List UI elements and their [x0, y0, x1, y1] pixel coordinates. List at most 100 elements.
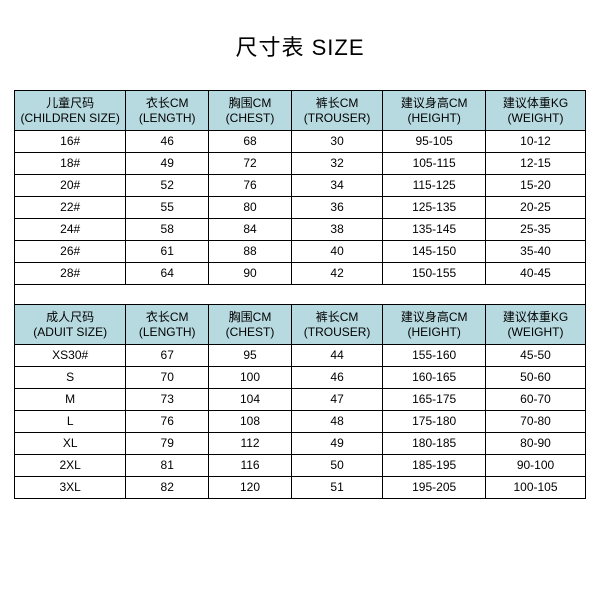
col-header-3: 裤长CM(TROUSER) [291, 305, 382, 345]
adult-cell: 49 [291, 433, 382, 455]
adult-body: XS30#679544155-16045-50S7010046160-16550… [15, 345, 586, 499]
children-cell: 38 [291, 219, 382, 241]
children-cell: 115-125 [383, 175, 486, 197]
children-header-row: 儿童尺码(CHILDREN SIZE)衣长CM(LENGTH)胸围CM(CHES… [15, 91, 586, 131]
adult-cell: L [15, 411, 126, 433]
children-cell: 24# [15, 219, 126, 241]
children-cell: 15-20 [486, 175, 586, 197]
children-cell: 145-150 [383, 241, 486, 263]
adult-cell: 48 [291, 411, 382, 433]
col-header-line2: (HEIGHT) [383, 325, 485, 340]
col-header-line1: 建议身高CM [383, 96, 485, 111]
children-cell: 36 [291, 197, 382, 219]
adult-cell: 180-185 [383, 433, 486, 455]
col-header-line2: (TROUSER) [292, 111, 382, 126]
col-header-line1: 建议身高CM [383, 310, 485, 325]
children-cell: 55 [126, 197, 209, 219]
col-header-0: 成人尺码(ADUIT SIZE) [15, 305, 126, 345]
children-cell: 90 [209, 263, 292, 285]
adult-cell: 108 [209, 411, 292, 433]
adult-row: XL7911249180-18580-90 [15, 433, 586, 455]
children-cell: 20# [15, 175, 126, 197]
adult-cell: 81 [126, 455, 209, 477]
col-header-line2: (CHILDREN SIZE) [15, 111, 125, 126]
col-header-line1: 胸围CM [209, 96, 291, 111]
page-title: 尺寸表 SIZE [14, 30, 586, 62]
children-cell: 16# [15, 131, 126, 153]
children-cell: 64 [126, 263, 209, 285]
children-cell: 28# [15, 263, 126, 285]
children-body: 16#46683095-10510-1218#497232105-11512-1… [15, 131, 586, 285]
children-cell: 10-12 [486, 131, 586, 153]
adult-cell: 100 [209, 367, 292, 389]
children-cell: 32 [291, 153, 382, 175]
children-row: 26#618840145-15035-40 [15, 241, 586, 263]
col-header-3: 裤长CM(TROUSER) [291, 91, 382, 131]
children-row: 20#527634115-12515-20 [15, 175, 586, 197]
size-table: 儿童尺码(CHILDREN SIZE)衣长CM(LENGTH)胸围CM(CHES… [14, 90, 586, 499]
adult-cell: XS30# [15, 345, 126, 367]
col-header-5: 建议体重KG(WEIGHT) [486, 305, 586, 345]
children-cell: 25-35 [486, 219, 586, 241]
adult-cell: 2XL [15, 455, 126, 477]
children-cell: 95-105 [383, 131, 486, 153]
adult-cell: 70 [126, 367, 209, 389]
adult-cell: 73 [126, 389, 209, 411]
children-row: 18#497232105-11512-15 [15, 153, 586, 175]
adult-cell: 82 [126, 477, 209, 499]
adult-cell: 46 [291, 367, 382, 389]
children-cell: 35-40 [486, 241, 586, 263]
children-cell: 61 [126, 241, 209, 263]
children-cell: 34 [291, 175, 382, 197]
children-cell: 125-135 [383, 197, 486, 219]
col-header-line2: (CHEST) [209, 325, 291, 340]
adult-cell: 160-165 [383, 367, 486, 389]
adult-row: S7010046160-16550-60 [15, 367, 586, 389]
adult-cell: 3XL [15, 477, 126, 499]
col-header-2: 胸围CM(CHEST) [209, 305, 292, 345]
children-cell: 52 [126, 175, 209, 197]
adult-cell: 47 [291, 389, 382, 411]
adult-cell: 45-50 [486, 345, 586, 367]
children-cell: 18# [15, 153, 126, 175]
children-row: 24#588438135-14525-35 [15, 219, 586, 241]
adult-cell: 185-195 [383, 455, 486, 477]
children-cell: 49 [126, 153, 209, 175]
col-header-line1: 建议体重KG [486, 310, 585, 325]
children-cell: 42 [291, 263, 382, 285]
col-header-line2: (LENGTH) [126, 325, 208, 340]
col-header-4: 建议身高CM(HEIGHT) [383, 305, 486, 345]
adult-cell: 44 [291, 345, 382, 367]
adult-row: 2XL8111650185-19590-100 [15, 455, 586, 477]
children-cell: 46 [126, 131, 209, 153]
adult-cell: 79 [126, 433, 209, 455]
col-header-line2: (HEIGHT) [383, 111, 485, 126]
col-header-line1: 建议体重KG [486, 96, 585, 111]
col-header-2: 胸围CM(CHEST) [209, 91, 292, 131]
adult-cell: 116 [209, 455, 292, 477]
children-row: 22#558036125-13520-25 [15, 197, 586, 219]
col-header-line1: 衣长CM [126, 310, 208, 325]
adult-cell: 195-205 [383, 477, 486, 499]
children-cell: 40-45 [486, 263, 586, 285]
adult-cell: 67 [126, 345, 209, 367]
children-cell: 12-15 [486, 153, 586, 175]
adult-cell: 76 [126, 411, 209, 433]
col-header-1: 衣长CM(LENGTH) [126, 305, 209, 345]
col-header-5: 建议体重KG(WEIGHT) [486, 91, 586, 131]
children-cell: 135-145 [383, 219, 486, 241]
adult-cell: 60-70 [486, 389, 586, 411]
adult-cell: 80-90 [486, 433, 586, 455]
adult-cell: 112 [209, 433, 292, 455]
children-cell: 26# [15, 241, 126, 263]
col-header-line2: (WEIGHT) [486, 111, 585, 126]
children-cell: 105-115 [383, 153, 486, 175]
adult-cell: 90-100 [486, 455, 586, 477]
adult-cell: 155-160 [383, 345, 486, 367]
adult-cell: XL [15, 433, 126, 455]
children-row: 28#649042150-15540-45 [15, 263, 586, 285]
children-cell: 72 [209, 153, 292, 175]
children-cell: 40 [291, 241, 382, 263]
adult-cell: 95 [209, 345, 292, 367]
col-header-4: 建议身高CM(HEIGHT) [383, 91, 486, 131]
